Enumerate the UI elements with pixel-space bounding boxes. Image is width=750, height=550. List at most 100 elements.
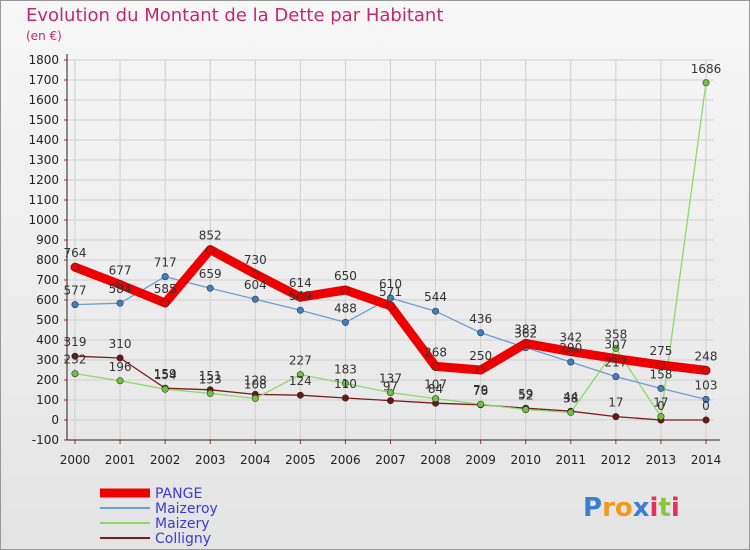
legend-item-colligny: Colligny bbox=[100, 531, 211, 547]
data-label: 52 bbox=[518, 389, 533, 403]
y-tick-label: 1800 bbox=[28, 53, 59, 67]
data-label: 17 bbox=[608, 396, 623, 410]
chart-title: Evolution du Montant de la Dette par Hab… bbox=[26, 5, 443, 26]
data-label: 549 bbox=[289, 289, 312, 303]
y-tick-label: 1600 bbox=[28, 93, 59, 107]
data-point bbox=[701, 366, 711, 375]
data-label: 137 bbox=[379, 372, 402, 386]
legend-label: Maizery bbox=[155, 516, 210, 532]
x-tick-label: 2009 bbox=[465, 453, 496, 467]
data-point bbox=[70, 262, 80, 272]
data-point bbox=[702, 395, 710, 403]
data-point bbox=[521, 339, 531, 348]
data-point bbox=[386, 389, 394, 397]
data-label: 362 bbox=[514, 327, 537, 341]
data-label: 307 bbox=[604, 338, 627, 352]
y-tick-label: 1700 bbox=[28, 73, 59, 87]
data-point bbox=[432, 395, 440, 403]
data-point bbox=[116, 354, 124, 362]
data-point bbox=[432, 307, 440, 315]
data-label: 577 bbox=[64, 284, 87, 298]
data-point bbox=[341, 318, 349, 326]
y-tick-label: 1500 bbox=[28, 113, 59, 127]
y-tick-label: 400 bbox=[36, 333, 59, 347]
y-tick-label: -100 bbox=[32, 433, 59, 447]
data-label: 38 bbox=[563, 391, 578, 405]
x-tick-label: 2010 bbox=[510, 453, 541, 467]
data-point bbox=[702, 79, 710, 87]
data-point bbox=[341, 394, 349, 402]
data-label: 196 bbox=[109, 360, 132, 374]
y-tick-label: 500 bbox=[36, 313, 59, 327]
data-point bbox=[250, 269, 260, 279]
data-label: 488 bbox=[334, 301, 357, 315]
data-point bbox=[341, 379, 349, 387]
y-tick-label: 800 bbox=[36, 253, 59, 267]
data-label: 319 bbox=[64, 335, 87, 349]
data-label: 677 bbox=[109, 264, 132, 278]
data-point bbox=[612, 413, 620, 421]
series-maizery bbox=[71, 79, 710, 421]
data-label: 764 bbox=[64, 246, 87, 260]
legend-label: Maizeroy bbox=[155, 501, 218, 517]
data-label: 97 bbox=[383, 380, 398, 394]
proxiti-logo-text: Proxiti bbox=[583, 493, 680, 523]
data-point bbox=[251, 394, 259, 402]
data-point bbox=[341, 285, 350, 295]
data-label: 133 bbox=[199, 372, 222, 386]
data-point bbox=[116, 377, 124, 385]
data-label: 17 bbox=[653, 396, 668, 410]
data-label: 227 bbox=[289, 354, 312, 368]
axis-layer: -100010020030040050060070080090010001100… bbox=[28, 53, 721, 467]
data-label: 610 bbox=[379, 277, 402, 291]
y-tick-label: 1300 bbox=[28, 153, 59, 167]
data-label: 1686 bbox=[691, 62, 722, 76]
x-tick-label: 2014 bbox=[691, 453, 722, 467]
data-label: 128 bbox=[244, 373, 267, 387]
data-label: 248 bbox=[695, 349, 718, 363]
y-tick-label: 200 bbox=[36, 373, 59, 387]
data-label: 84 bbox=[428, 382, 443, 396]
data-label: 650 bbox=[334, 269, 357, 283]
data-point bbox=[477, 329, 485, 337]
y-tick-label: 600 bbox=[36, 293, 59, 307]
x-tick-label: 2004 bbox=[240, 453, 271, 467]
data-label: 717 bbox=[154, 256, 177, 270]
x-tick-label: 2000 bbox=[60, 453, 91, 467]
data-label: 585 bbox=[154, 282, 177, 296]
data-label: 124 bbox=[289, 374, 312, 388]
x-tick-label: 2005 bbox=[285, 453, 316, 467]
data-label: 544 bbox=[424, 290, 447, 304]
data-label: 0 bbox=[702, 399, 710, 413]
data-point bbox=[612, 373, 620, 381]
data-label: 108 bbox=[244, 377, 267, 391]
data-label: 436 bbox=[469, 312, 492, 326]
data-point bbox=[656, 360, 666, 370]
data-point bbox=[296, 292, 305, 302]
data-label: 110 bbox=[334, 377, 357, 391]
data-label: 217 bbox=[604, 356, 627, 370]
data-point bbox=[612, 344, 620, 352]
chart-subtitle: (en €) bbox=[26, 29, 62, 43]
data-label: 383 bbox=[514, 322, 537, 336]
data-point bbox=[161, 273, 169, 281]
y-tick-label: 1100 bbox=[28, 193, 59, 207]
data-point bbox=[71, 370, 79, 378]
legend-label: PANGE bbox=[155, 486, 202, 502]
data-label: 107 bbox=[424, 378, 447, 392]
data-point bbox=[206, 284, 214, 292]
data-label: 730 bbox=[244, 253, 267, 267]
x-tick-label: 2012 bbox=[601, 453, 632, 467]
y-tick-label: 1000 bbox=[28, 213, 59, 227]
data-label: 275 bbox=[649, 344, 672, 358]
series-pange bbox=[70, 245, 711, 375]
data-point bbox=[657, 413, 665, 421]
data-label: 659 bbox=[199, 267, 222, 281]
data-label: 604 bbox=[244, 278, 267, 292]
x-tick-label: 2007 bbox=[375, 453, 406, 467]
legend-item-maizery: Maizery bbox=[100, 516, 210, 532]
